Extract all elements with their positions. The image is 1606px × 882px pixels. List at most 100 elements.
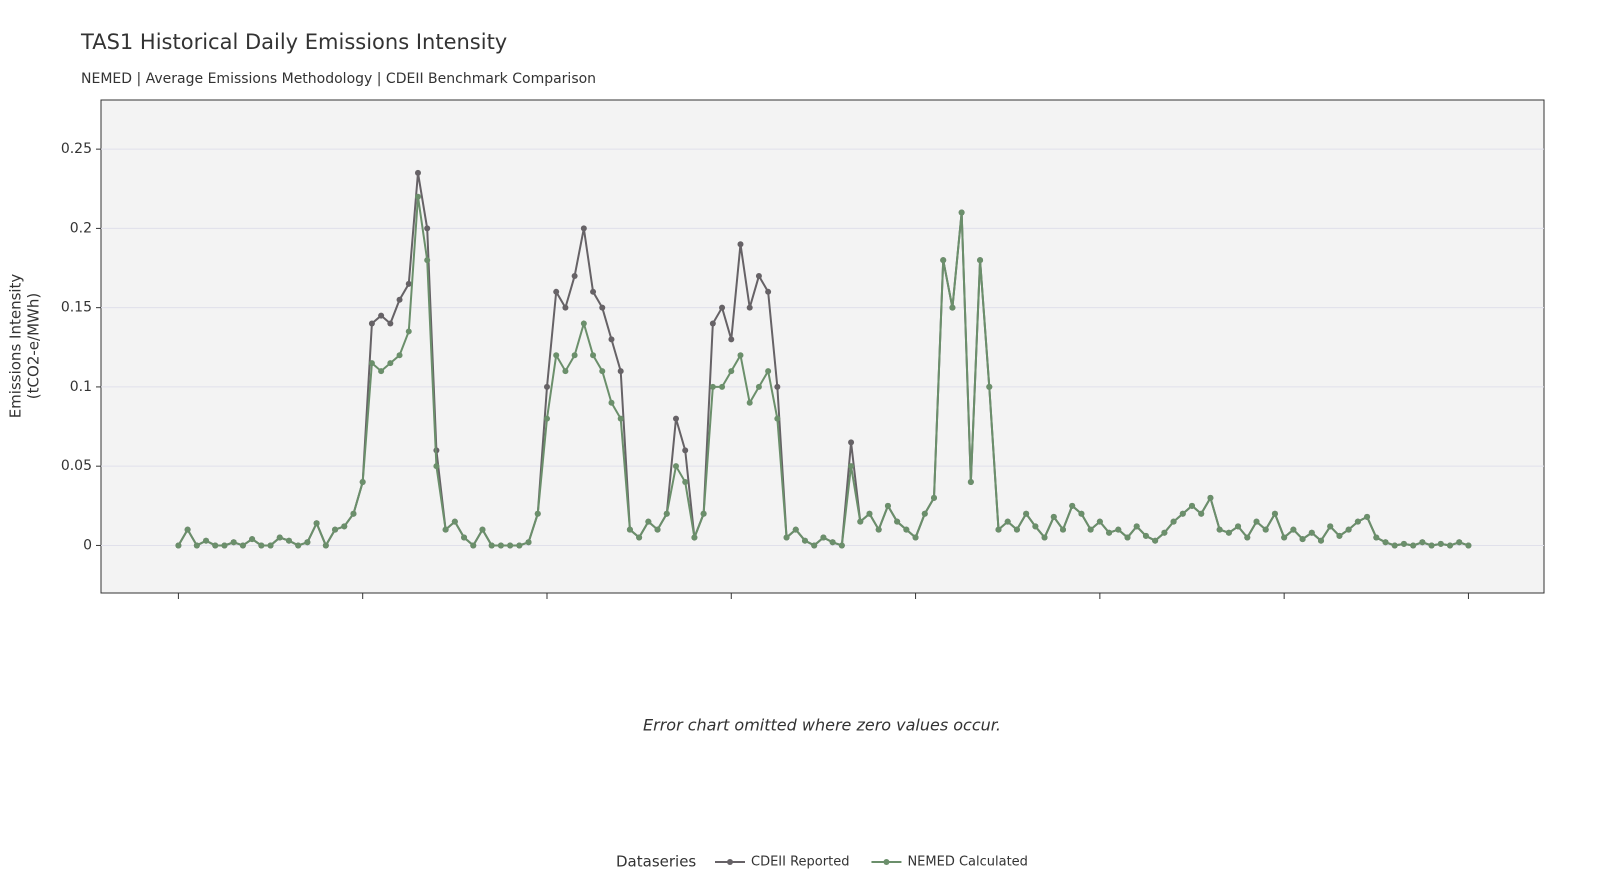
data-point	[562, 368, 569, 375]
data-point	[949, 304, 956, 311]
data-point	[746, 399, 753, 406]
data-point	[848, 463, 855, 470]
data-point	[1428, 542, 1435, 549]
data-point	[1456, 539, 1463, 546]
data-point	[801, 537, 808, 544]
data-point	[276, 534, 283, 541]
data-point	[1115, 526, 1122, 533]
data-point	[1391, 542, 1398, 549]
data-point	[1198, 510, 1205, 517]
data-point	[820, 534, 827, 541]
data-point	[1244, 534, 1251, 541]
data-point	[543, 383, 550, 390]
data-point	[295, 542, 302, 549]
data-point	[368, 320, 375, 327]
data-point	[1225, 529, 1232, 536]
data-point	[1004, 518, 1011, 525]
data-point	[1235, 523, 1242, 530]
data-point	[553, 352, 560, 359]
y-tick-label: 0.25	[61, 141, 92, 157]
data-point	[719, 383, 726, 390]
data-point	[866, 510, 873, 517]
data-point	[1087, 526, 1094, 533]
data-point	[1336, 532, 1343, 539]
data-point	[967, 479, 974, 486]
data-point	[396, 296, 403, 303]
data-point	[1179, 510, 1186, 517]
data-point	[626, 526, 633, 533]
data-point	[977, 257, 984, 264]
data-point	[884, 502, 891, 509]
data-point	[608, 336, 615, 343]
data-point	[230, 539, 237, 546]
data-point	[903, 526, 910, 533]
y-axis-label: Emissions Intensity	[7, 274, 25, 419]
data-point	[1060, 526, 1066, 533]
data-point	[1253, 518, 1260, 525]
data-point	[700, 510, 707, 517]
data-point	[1271, 510, 1278, 517]
data-point	[184, 526, 191, 533]
data-point	[1281, 534, 1288, 541]
data-point	[553, 288, 560, 295]
data-point	[203, 537, 210, 544]
data-point	[940, 257, 947, 264]
data-point	[387, 360, 394, 367]
data-point	[636, 534, 643, 541]
data-point	[1216, 526, 1223, 533]
data-point	[682, 447, 689, 454]
data-point	[239, 542, 246, 549]
data-point	[1170, 518, 1177, 525]
chart-title: TAS1 Historical Daily Emissions Intensit…	[80, 30, 507, 54]
data-point	[986, 383, 993, 390]
data-point	[405, 280, 412, 287]
data-point	[1437, 540, 1444, 547]
data-point	[543, 415, 550, 422]
y-tick-label: 0	[83, 537, 92, 553]
data-point	[921, 510, 928, 517]
data-point	[175, 542, 182, 549]
data-point	[285, 537, 292, 544]
data-point	[387, 320, 394, 327]
data-point	[212, 542, 219, 549]
data-point	[737, 241, 744, 248]
legend-marker	[727, 859, 733, 865]
data-point	[267, 542, 274, 549]
data-point	[645, 518, 652, 525]
data-point	[1133, 523, 1140, 530]
data-point	[663, 510, 670, 517]
data-point	[562, 304, 569, 311]
data-point	[746, 304, 753, 311]
data-point	[1106, 529, 1113, 536]
data-point	[424, 225, 431, 232]
data-point	[608, 399, 615, 406]
data-point	[525, 539, 532, 546]
data-point	[1124, 534, 1131, 541]
data-point	[599, 304, 606, 311]
data-point	[792, 526, 799, 533]
data-point	[451, 518, 458, 525]
data-point	[1041, 534, 1048, 541]
data-point	[765, 288, 772, 295]
data-point	[1290, 526, 1297, 533]
data-point	[461, 534, 468, 541]
data-point	[221, 542, 228, 549]
data-point	[672, 463, 679, 470]
data-point	[1354, 518, 1361, 525]
data-point	[1447, 542, 1454, 549]
data-point	[341, 523, 348, 530]
data-point	[719, 304, 726, 311]
data-point	[774, 383, 781, 390]
data-point	[378, 368, 385, 375]
data-point	[1152, 537, 1159, 544]
data-point	[783, 534, 790, 541]
data-point	[396, 352, 403, 359]
data-point	[1382, 539, 1389, 546]
data-point	[857, 518, 864, 525]
legend-label: NEMED Calculated	[907, 855, 1027, 870]
data-point	[414, 193, 421, 200]
data-point	[1327, 523, 1334, 530]
data-point	[304, 539, 311, 546]
data-point	[995, 526, 1002, 533]
data-point	[912, 534, 919, 541]
